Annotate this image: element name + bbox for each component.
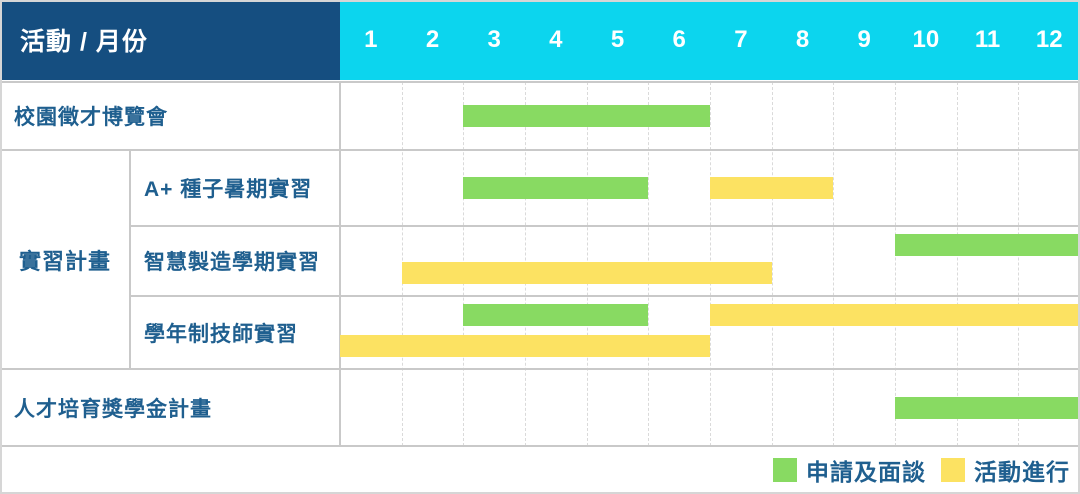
legend-label: 申請及面談: [806, 459, 926, 485]
row-gridline: [0, 81, 1080, 83]
month-label: 12: [1035, 26, 1063, 53]
header-months-row: 1 2 3 4 5 6 7 8 9 10 11 12: [340, 0, 1080, 80]
month-gridline: [895, 82, 896, 446]
month-label: 6: [672, 26, 686, 53]
legend-swatch-activity: [941, 458, 965, 482]
legend-item: 申請及面談: [773, 453, 926, 487]
month-label: 8: [795, 26, 810, 53]
row-label: 人才培育獎學金計畫: [14, 397, 212, 421]
gantt-bar-activity: [401, 262, 772, 284]
month-label: 7: [734, 26, 748, 53]
month-label: 5: [610, 26, 625, 53]
header-activity-month-cell: 活動 / 月份: [0, 0, 340, 80]
gantt-bar-apply: [463, 105, 710, 127]
month-label: 3: [487, 26, 501, 53]
month-label: 2: [425, 26, 440, 53]
gantt-bar-apply: [463, 304, 649, 326]
legend-swatch-apply: [773, 458, 797, 482]
header-title: 活動 / 月份: [20, 28, 148, 56]
row-gridline: [0, 149, 1080, 151]
row-label: 智慧製造學期實習: [144, 251, 320, 274]
label-chart-divider: [339, 82, 341, 446]
row-label: 校園徵才博覽會: [14, 106, 168, 129]
gantt-bar-activity: [710, 177, 834, 199]
month-label: 1: [364, 26, 378, 53]
group-label: 實習計畫: [18, 248, 111, 274]
gantt-bar-apply: [895, 396, 1080, 419]
gantt-bar-apply: [463, 177, 649, 199]
legend: 申請及面談 活動進行: [0, 446, 1080, 494]
row-label: A+ 種子暑期實習: [144, 178, 313, 201]
month-gridline: [771, 82, 773, 446]
row-gridline: [0, 368, 1080, 370]
month-gridline: [1018, 82, 1020, 446]
month-label: 10: [912, 26, 940, 53]
month-label: 11: [974, 26, 1001, 53]
row-gridline: [0, 445, 1080, 447]
legend-label: 活動進行: [974, 459, 1070, 485]
legend-item: 活動進行: [941, 453, 1070, 487]
row-label: 學年制技師實習: [144, 322, 298, 346]
month-gridline: [956, 82, 958, 446]
gantt-bar-activity: [340, 335, 710, 357]
month-label: 9: [857, 26, 871, 53]
row-gridline: [130, 225, 1080, 227]
month-gridline: [833, 82, 835, 446]
gantt-bar-activity: [710, 304, 1080, 326]
gantt-bar-apply: [895, 234, 1080, 256]
group-column-divider: [129, 150, 131, 369]
chart-grid: 實習計畫 校園徵才博覽會 A+ 種子暑期實習 智慧製造學期實習 學年制技師實習人才培育獎…: [0, 81, 1080, 447]
month-label: 4: [549, 26, 563, 53]
row-gridline: [130, 295, 1080, 297]
